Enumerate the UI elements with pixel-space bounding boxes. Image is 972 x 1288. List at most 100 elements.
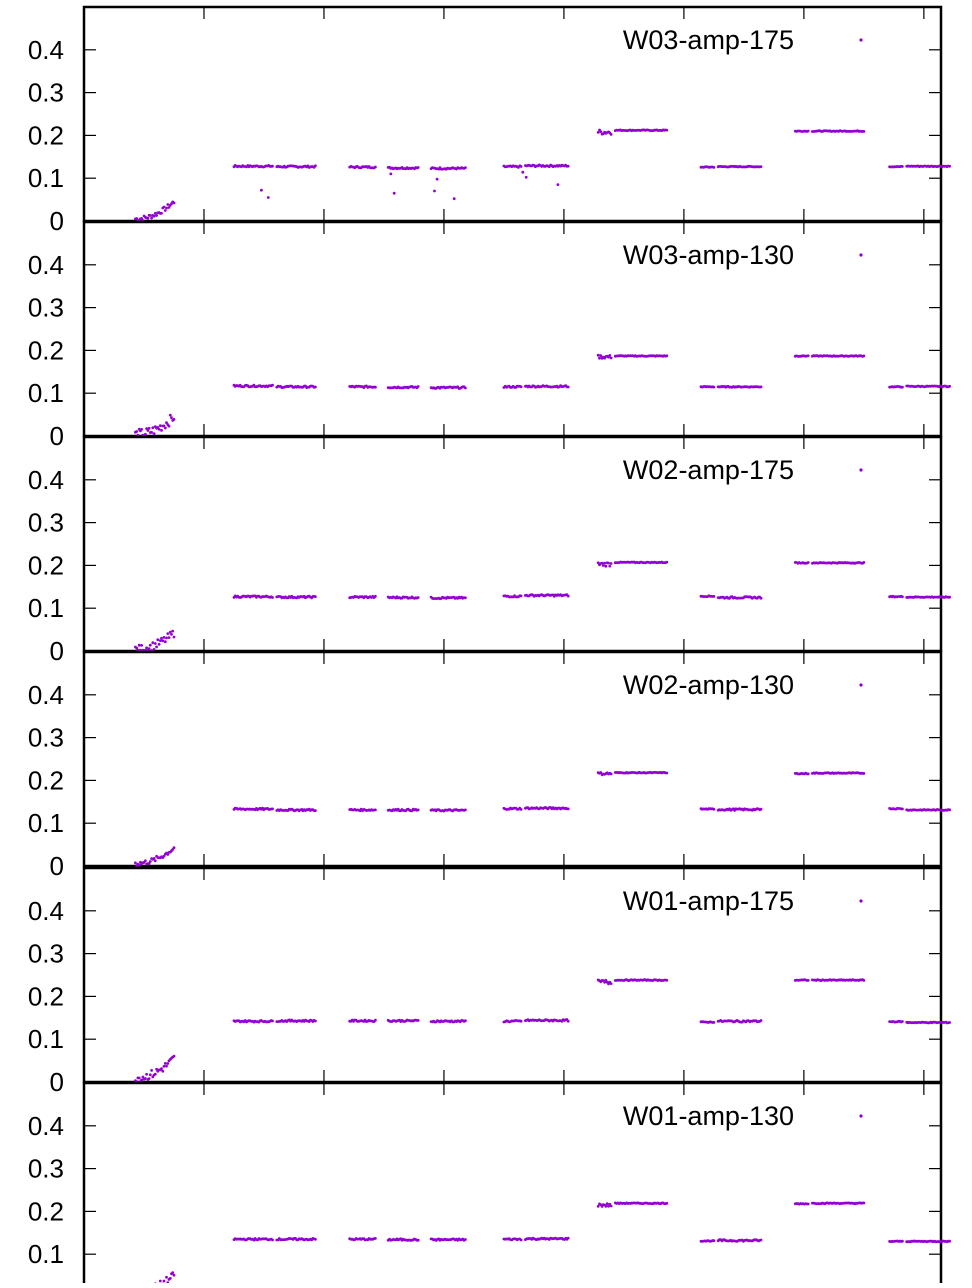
plot-frame (84, 652, 941, 866)
data-point (567, 1237, 570, 1240)
data-point (168, 636, 171, 639)
data-point (713, 808, 716, 811)
data-point (713, 1239, 716, 1242)
data-point (374, 809, 377, 812)
data-point (314, 809, 317, 812)
data-point (149, 214, 152, 217)
data-point (713, 166, 716, 169)
data-point (171, 1271, 174, 1274)
data-point (164, 1062, 167, 1065)
data-point (599, 130, 602, 133)
data-point (138, 644, 141, 647)
data-point (464, 387, 467, 390)
data-point (665, 1202, 668, 1205)
data-point (173, 202, 176, 205)
data-point (598, 357, 601, 360)
data-point (863, 561, 866, 564)
data-point (464, 809, 467, 812)
y-tick-label: 0.4 (28, 35, 64, 65)
data-point-outlier (557, 183, 560, 186)
data-point (314, 386, 317, 389)
data-point (154, 642, 157, 645)
data-point (610, 357, 613, 360)
data-point (608, 354, 611, 357)
data-point (610, 982, 613, 985)
data-point (760, 165, 763, 168)
data-point (271, 1020, 274, 1023)
data-point (161, 639, 164, 642)
data-point (606, 1202, 609, 1205)
y-tick-label: 0 (50, 636, 64, 666)
data-point (948, 1021, 951, 1024)
data-point (144, 859, 147, 862)
data-point (417, 385, 420, 388)
data-point (271, 1239, 274, 1242)
data-point (948, 165, 951, 168)
data-point-outlier (453, 197, 456, 200)
data-point (948, 596, 951, 599)
data-point (374, 386, 377, 389)
plot-frame (84, 222, 941, 436)
data-point (567, 595, 570, 598)
legend-label: W02-amp-175 (623, 455, 794, 485)
data-point (567, 386, 570, 389)
data-point (149, 1073, 152, 1076)
data-point (153, 857, 156, 860)
data-point-outlier (525, 176, 528, 179)
data-point (863, 130, 866, 133)
data-point (156, 638, 159, 641)
data-point (160, 429, 163, 432)
legend-label: W01-amp-130 (623, 1101, 794, 1131)
data-point (417, 1239, 420, 1242)
data-point (863, 979, 866, 982)
data-point (607, 562, 610, 565)
data-point (144, 1077, 147, 1080)
data-point (153, 648, 156, 651)
data-point (134, 861, 137, 864)
data-point (149, 644, 152, 647)
data-point (374, 595, 377, 598)
data-point (567, 165, 570, 168)
data-point (665, 129, 668, 132)
data-point (597, 354, 600, 357)
data-point (147, 217, 150, 220)
data-point (863, 355, 866, 358)
data-point (169, 1277, 172, 1280)
y-tick-label: 0 (50, 1067, 64, 1097)
data-point (599, 354, 602, 357)
legend-marker (859, 468, 862, 471)
plot-frame (84, 437, 941, 651)
legend-marker (859, 38, 862, 41)
data-point (374, 1237, 377, 1240)
data-point (154, 1073, 157, 1076)
data-point-outlier (521, 171, 524, 174)
data-point (173, 1274, 176, 1277)
data-point (901, 386, 904, 389)
y-tick-label: 0.4 (28, 896, 64, 926)
data-point (159, 1280, 162, 1283)
plot-frame (84, 1083, 941, 1283)
data-point (140, 644, 143, 647)
series-points (134, 771, 951, 867)
legend-marker (859, 683, 862, 686)
y-tick-label: 0.4 (28, 680, 64, 710)
data-point (158, 428, 161, 431)
series-points (134, 354, 951, 437)
data-point (140, 1079, 143, 1082)
data-point (163, 1280, 166, 1283)
y-tick-label: 0 (50, 206, 64, 236)
data-point-outlier (433, 190, 436, 193)
data-point (520, 385, 523, 388)
y-tick-label: 0.3 (28, 508, 64, 538)
data-point-outlier (436, 178, 439, 181)
data-point (863, 1202, 866, 1205)
data-point (164, 640, 167, 643)
